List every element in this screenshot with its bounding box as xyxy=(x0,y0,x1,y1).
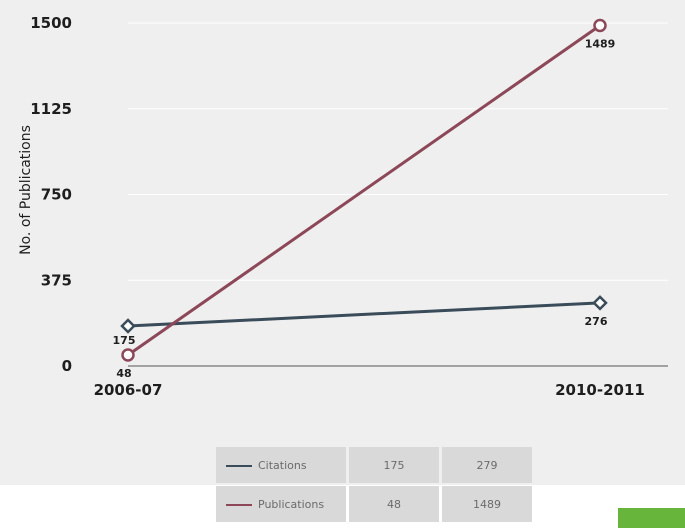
table-series-label: Publications xyxy=(258,497,325,511)
data-point xyxy=(593,18,607,33)
table-cell: 48 xyxy=(349,486,439,522)
x-tick-label: 2006-07 xyxy=(94,381,163,399)
data-point xyxy=(120,318,136,334)
data-labels: 175 276 48 1489 xyxy=(113,38,616,381)
data-table: Citations 175 279 Publications 48 1489 xyxy=(213,444,535,525)
y-tick-label: 750 xyxy=(41,186,72,204)
table-cell: 1489 xyxy=(442,486,532,522)
table-series-cell: Publications xyxy=(216,486,346,522)
series xyxy=(120,18,608,362)
y-tick-label: 375 xyxy=(41,271,72,289)
data-label: 48 xyxy=(116,367,131,380)
table-cell: 279 xyxy=(442,447,532,483)
data-label: 276 xyxy=(585,315,608,328)
data-point xyxy=(592,295,608,311)
gridlines xyxy=(128,22,668,281)
y-axis-label: No. of Publications xyxy=(18,125,34,255)
table-row-citations: Citations 175 279 xyxy=(216,447,532,483)
line-chart: No. of Publications 0 375 750 1125 1500 2006-… xyxy=(18,14,668,399)
table-series-cell: Citations xyxy=(216,447,346,483)
series-line-publications xyxy=(127,24,601,357)
citations-swatch xyxy=(226,464,252,467)
table-row-publications: Publications 48 1489 xyxy=(216,486,532,522)
axes: No. of Publications 0 375 750 1125 1500 2006-… xyxy=(18,14,668,399)
data-label: 1489 xyxy=(585,38,616,51)
publications-swatch xyxy=(226,503,252,506)
series-line-citations xyxy=(127,301,601,328)
x-tick-label: 2010-2011 xyxy=(555,381,645,399)
table-series-label: Citations xyxy=(258,458,307,472)
y-tick-label: 1500 xyxy=(30,14,72,32)
table-cell: 175 xyxy=(349,447,439,483)
data-point xyxy=(121,348,135,362)
data-label: 175 xyxy=(113,334,136,347)
y-tick-label: 1125 xyxy=(30,100,72,118)
y-tick-label: 0 xyxy=(62,357,72,375)
green-accent-block xyxy=(618,508,685,528)
